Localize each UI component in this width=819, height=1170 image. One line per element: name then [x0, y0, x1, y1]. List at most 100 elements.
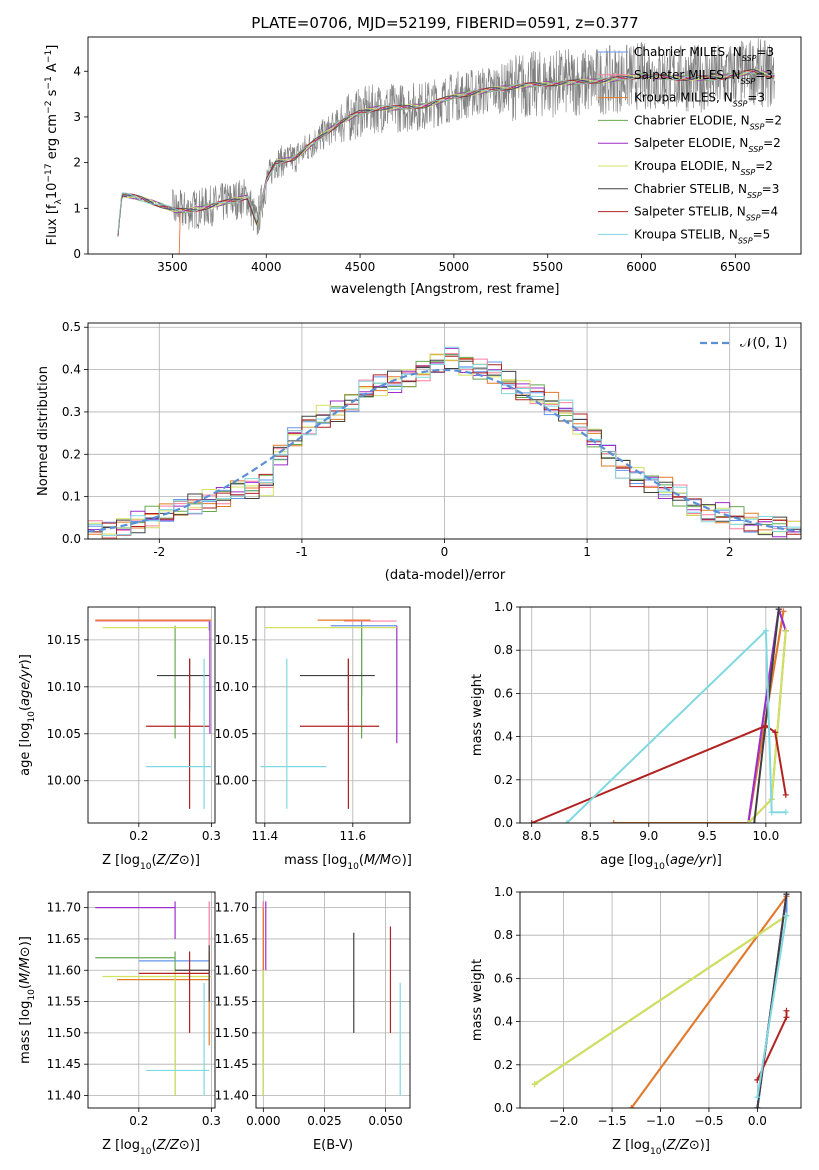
y-tick-label: 1 [73, 201, 81, 215]
y-tick-label: 0.2 [494, 773, 513, 787]
y-tick-label: 11.70 [47, 901, 81, 915]
x-tick-label: -2 [153, 545, 165, 559]
label-part: Flux [f [45, 204, 60, 245]
y-tick-label: 11.40 [215, 1088, 249, 1102]
label-part: ( [18, 984, 33, 989]
label-part: log [18, 723, 33, 743]
axes-frame [87, 36, 802, 255]
x-tick-label: 1 [583, 545, 591, 559]
y-tick-label: 0.0 [494, 1101, 513, 1115]
panel-residuals: -2 -1 0 1 2 0.0 0.1 0.2 0.3 0.4 0.5 𝒩(0, 1) (data-mo… [36, 320, 802, 583]
label-part: age/yr [18, 663, 33, 706]
model-spectrum-line [117, 68, 775, 236]
label-part: log [634, 853, 654, 868]
x-tick-label: 6500 [720, 260, 751, 274]
x-tick-label: 0.050 [368, 1114, 402, 1128]
x-tick-label: 3500 [157, 260, 188, 274]
y-tick-label: 11.65 [47, 932, 81, 946]
legend-entry: Chabrier MILES, NSSP=3 [634, 45, 774, 63]
axes-frame [87, 891, 216, 1109]
plot-area [88, 346, 801, 539]
label-part: 10 [45, 183, 60, 200]
x-tick-label: −1.0 [646, 1114, 675, 1128]
legend-text: Salpeter STELIB, N [634, 205, 746, 219]
label-part: −1 [44, 50, 54, 63]
y-tick-label: 4 [73, 64, 81, 78]
x-tick-label: 9.0 [639, 829, 658, 843]
y-tick-label: 11.45 [215, 1057, 249, 1071]
legend-text: Salpeter MILES, N [634, 68, 741, 82]
y-axis-label: mass weight [470, 959, 485, 1041]
label-part: mass [ [18, 1020, 33, 1063]
y-tick-label: 0.8 [494, 928, 513, 942]
legend-count: =4 [760, 205, 778, 219]
legend-entry: Salpeter ELODIE, NSSP=2 [634, 136, 781, 154]
legend-entry: Kroupa ELODIE, NSSP=2 [634, 159, 773, 177]
label-part: M/M⊙ [18, 946, 33, 984]
label-part: ( [359, 853, 364, 868]
y-tick-label: 0.3 [62, 405, 81, 419]
y-tick-label: 11.60 [47, 963, 81, 977]
x-tick-label: 4000 [251, 260, 282, 274]
x-tick-label: 5500 [532, 260, 563, 274]
y-tick-label: 2 [73, 156, 81, 170]
x-tick-label: 8.5 [581, 829, 600, 843]
y-tick-label: 10.10 [47, 680, 81, 694]
y-tick-label: 0.2 [62, 447, 81, 461]
label-part: )] [712, 853, 722, 868]
x-axis-label: Z [log10(Z/Z⊙)] [612, 1138, 710, 1157]
label-part: −1 [44, 76, 54, 89]
legend-entry: Salpeter MILES, NSSP=3 [634, 68, 773, 86]
label-part: Z [ [102, 853, 120, 868]
legend-count: =3 [755, 68, 773, 82]
legend-count: =5 [753, 227, 771, 241]
legend-text: Kroupa ELODIE, N [634, 159, 741, 173]
x-axis-label: Z [log10(Z/Z⊙)] [102, 853, 200, 872]
label-part: )] [18, 936, 33, 946]
axes-frame [87, 606, 216, 824]
figure-title: PLATE=0706, MJD=52199, FIBERID=0591, z=0… [251, 14, 638, 32]
x-axis-label: (data-model)/error [385, 568, 506, 583]
label-part: −2 [44, 101, 54, 114]
label-part: λ [54, 199, 64, 205]
x-tick-label: 0.3 [202, 1114, 221, 1128]
y-tick-label: 0.4 [494, 730, 513, 744]
y-tick-label: 10.05 [215, 727, 249, 741]
panel-weight_vs_Z: −2.0 −1.5 −1.0 −0.5 0.0 0.0 0.2 0.4 0.6 0.8 1.0 Z [… [470, 885, 802, 1157]
legend-count: =3 [747, 91, 765, 105]
model-spectrum-line [117, 69, 775, 237]
x-tick-label: 10.0 [753, 829, 780, 843]
label-part: log [120, 853, 140, 868]
x-tick-label: −1.5 [597, 1114, 626, 1128]
mass-weight-line [756, 915, 788, 1098]
x-tick-label: 0 [441, 545, 449, 559]
y-tick-label: 11.50 [215, 1026, 249, 1040]
y-tick-label: 10.15 [47, 633, 81, 647]
y-axis-label: mass weight [470, 674, 485, 756]
y-tick-label: 10.05 [47, 727, 81, 741]
x-tick-label: 6000 [626, 260, 657, 274]
label-part: ( [662, 1138, 667, 1153]
y-tick-label: 11.65 [215, 932, 249, 946]
panel-spectrum: 3500 4000 4500 5000 5500 6000 6500 0 1 2 3 4 wavelen… [44, 36, 802, 297]
y-tick-label: 0.8 [494, 643, 513, 657]
legend-sub: SSP [741, 168, 756, 177]
legend-text: Chabrier MILES, N [634, 45, 742, 59]
panel-mass_vs_Z: 0.2 0.3 11.40 11.45 11.50 11.55 11.60 11.65 11.7… [18, 891, 221, 1157]
y-axis-label: age [log10(age/yr)] [18, 654, 37, 776]
legend-count: =2 [764, 113, 782, 127]
legend-count: =2 [763, 136, 781, 150]
y-axis-label: Flux [fλ10−17 erg cm−2 s−1 A−1] [44, 45, 64, 246]
y-tick-label: 0.2 [494, 1058, 513, 1072]
x-tick-label: 0.000 [246, 1114, 280, 1128]
legend-sub: SSP [738, 236, 753, 245]
y-tick-label: 10.15 [215, 633, 249, 647]
x-tick-label: 0.025 [307, 1114, 341, 1128]
label-part: ( [152, 1138, 157, 1153]
plot-area [117, 38, 775, 254]
panel-weight_vs_age: 8.0 8.5 9.0 9.5 10.0 0.0 0.2 0.4 0.6 0.8 1.0 age [l… [470, 600, 802, 872]
y-tick-label: 0.6 [494, 686, 513, 700]
legend-sub: SSP [746, 213, 761, 222]
label-part: )] [402, 853, 412, 868]
